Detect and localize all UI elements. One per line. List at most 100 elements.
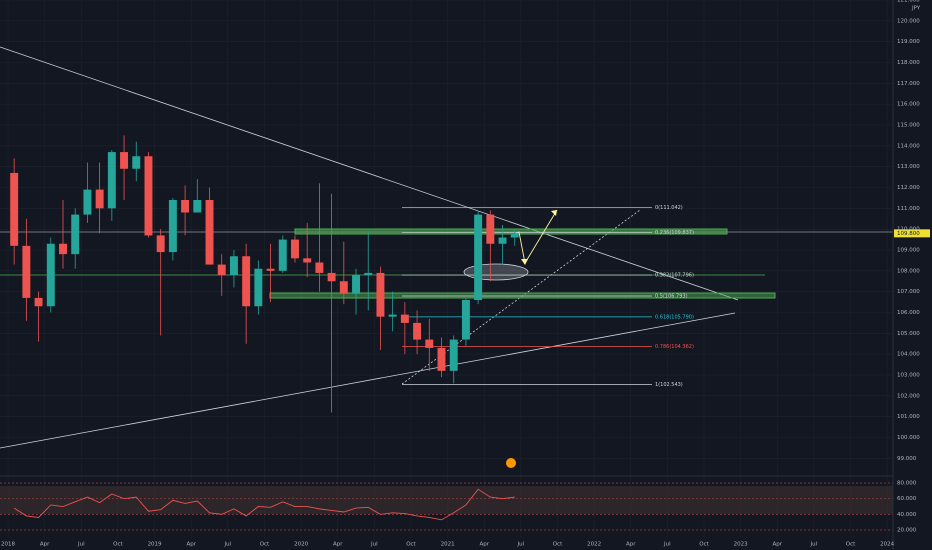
x-tick-label: Oct	[699, 542, 709, 548]
trend-line	[0, 312, 736, 449]
candle-body	[34, 297, 43, 307]
y-tick-label: 110.000	[897, 227, 920, 233]
candle-body	[168, 200, 177, 253]
candle-body	[498, 237, 507, 244]
x-tick-label: Jul	[517, 542, 525, 548]
candle-body	[291, 239, 299, 259]
candle-body	[364, 272, 373, 275]
zone	[269, 292, 776, 299]
x-tick-label: Apr	[479, 542, 489, 548]
arrow-head	[521, 259, 528, 265]
candle-body	[59, 243, 67, 255]
trend-line	[0, 46, 739, 301]
y-tick-label: 119.000	[897, 39, 920, 45]
y-tick-label: 40.000	[897, 512, 917, 518]
y-tick-label: 121.000	[897, 0, 920, 4]
y-tick-label: 103.000	[897, 373, 920, 379]
x-tick-label: Jul	[810, 542, 818, 548]
y-tick-label: 108.000	[897, 268, 920, 274]
candle-body	[193, 200, 202, 213]
y-tick-label: 99.000	[897, 456, 917, 462]
x-tick-label: Jul	[663, 542, 671, 548]
candle-body	[205, 200, 214, 265]
y-tick-label: 114.000	[897, 143, 920, 149]
candle-body	[303, 258, 312, 263]
y-tick-label: 111.000	[897, 206, 920, 212]
fib-label: 0.5(106.793)	[655, 293, 688, 299]
candle-body	[46, 243, 55, 307]
x-tick-label: Oct	[553, 542, 563, 548]
y-tick-label: 106.000	[897, 310, 920, 316]
fib-label: 0.618(105.790)	[655, 314, 694, 320]
indicator-band	[0, 486, 893, 514]
x-tick-label: Oct	[113, 542, 123, 548]
x-tick-label: Apr	[626, 542, 636, 548]
x-tick-label: 2022	[587, 542, 601, 548]
fib-label: 0(111.042)	[655, 205, 683, 211]
candle-body	[95, 189, 104, 209]
candle-body	[376, 272, 385, 317]
x-tick-label: Apr	[186, 542, 196, 548]
fib-label: 0.382(107.796)	[655, 273, 694, 279]
fib-label: 0.236(109.837)	[655, 230, 694, 236]
x-tick-label: Jul	[77, 542, 85, 548]
y-tick-label: 120.000	[897, 18, 920, 24]
y-tick-label: 118.000	[897, 60, 920, 66]
candle-body	[156, 235, 165, 253]
candle-body	[486, 214, 495, 244]
x-tick-label: Oct	[846, 542, 856, 548]
candle-body	[474, 214, 483, 300]
x-tick-label: Apr	[772, 542, 782, 548]
currency-label: JPY	[911, 6, 921, 12]
arrow-head	[551, 210, 557, 216]
y-tick-label: 20.000	[897, 528, 917, 534]
candle-body	[315, 262, 324, 273]
y-tick-label: 117.000	[897, 81, 920, 87]
candle-body	[10, 172, 19, 246]
marks	[10, 135, 930, 521]
y-tick-label: 107.000	[897, 289, 920, 295]
x-tick-label: Jul	[370, 542, 378, 548]
y-tick-label: 115.000	[897, 123, 920, 129]
y-tick-label: 101.000	[897, 414, 920, 420]
candle-body	[144, 156, 153, 236]
candle-body	[388, 314, 397, 317]
last-price-label: 109.800	[897, 231, 920, 237]
y-tick-label: 80.000	[897, 481, 917, 487]
y-tick-label: 112.000	[897, 185, 920, 191]
candle-body	[510, 233, 519, 238]
x-tick-label: Jul	[224, 542, 232, 548]
candle-body	[254, 268, 263, 307]
y-tick-label: 105.000	[897, 331, 920, 337]
candle-body	[22, 245, 31, 298]
candle-body	[352, 275, 360, 294]
candle-body	[120, 152, 129, 169]
candle-body	[242, 256, 251, 307]
candle-body	[400, 314, 409, 323]
x-tick-label: 2023	[734, 542, 748, 548]
x-tick-label: 2021	[441, 542, 455, 548]
candle-body	[107, 152, 116, 209]
y-tick-label: 100.000	[897, 435, 920, 441]
fib-label: 1(102.543)	[655, 382, 683, 388]
x-tick-label: Apr	[40, 542, 50, 548]
y-tick-label: 102.000	[897, 393, 920, 399]
y-tick-label: 104.000	[897, 352, 920, 358]
candle-body	[266, 268, 275, 271]
candle-body	[425, 339, 434, 348]
candle-body	[339, 281, 348, 294]
candle-body	[437, 347, 446, 371]
fib-label: 0.786(104.362)	[655, 344, 694, 350]
y-tick-label: 60.000	[897, 496, 917, 502]
x-tick-label: 2020	[294, 542, 308, 548]
grid	[0, 0, 893, 538]
last-price-box	[894, 229, 930, 238]
indicator-line	[13, 488, 515, 521]
event-icon	[506, 458, 516, 468]
x-tick-label: 2018	[1, 542, 15, 548]
y-tick-label: 113.000	[897, 164, 920, 170]
candle-body	[71, 214, 80, 255]
x-tick-label: Apr	[333, 542, 343, 548]
